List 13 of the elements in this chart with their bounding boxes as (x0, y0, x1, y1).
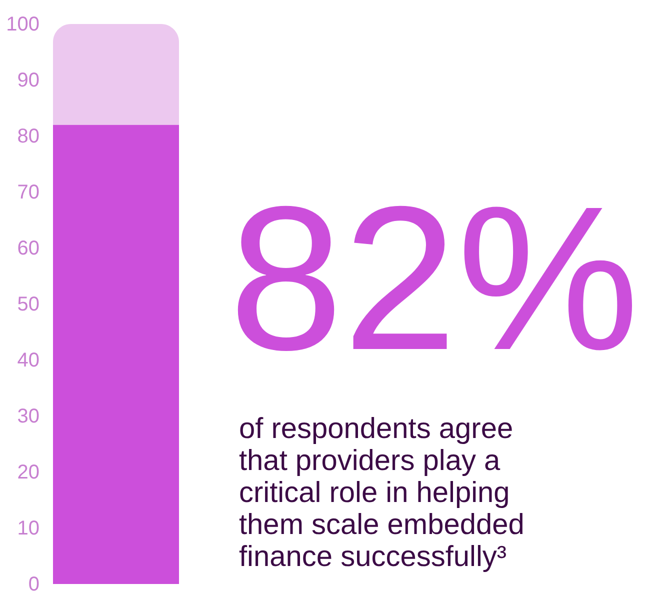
y-tick-label: 60 (17, 238, 40, 260)
text: of respondents agree that providers play a critical role in helping them scale embedded finance successfully³ (239, 413, 524, 573)
y-tick-label: 40 (17, 350, 40, 372)
y-tick-label: 80 (17, 126, 40, 148)
y-tick-label: 100 (6, 14, 40, 36)
y-tick-label: 70 (17, 182, 40, 204)
y-tick-label: 90 (17, 70, 40, 92)
y-tick-label: 0 (28, 574, 40, 596)
y-tick-label: 30 (17, 406, 40, 428)
text: 82% (229, 164, 640, 393)
y-tick-label: 10 (17, 518, 40, 540)
y-tick-label: 20 (17, 462, 40, 484)
y-tick-label: 50 (17, 294, 40, 316)
